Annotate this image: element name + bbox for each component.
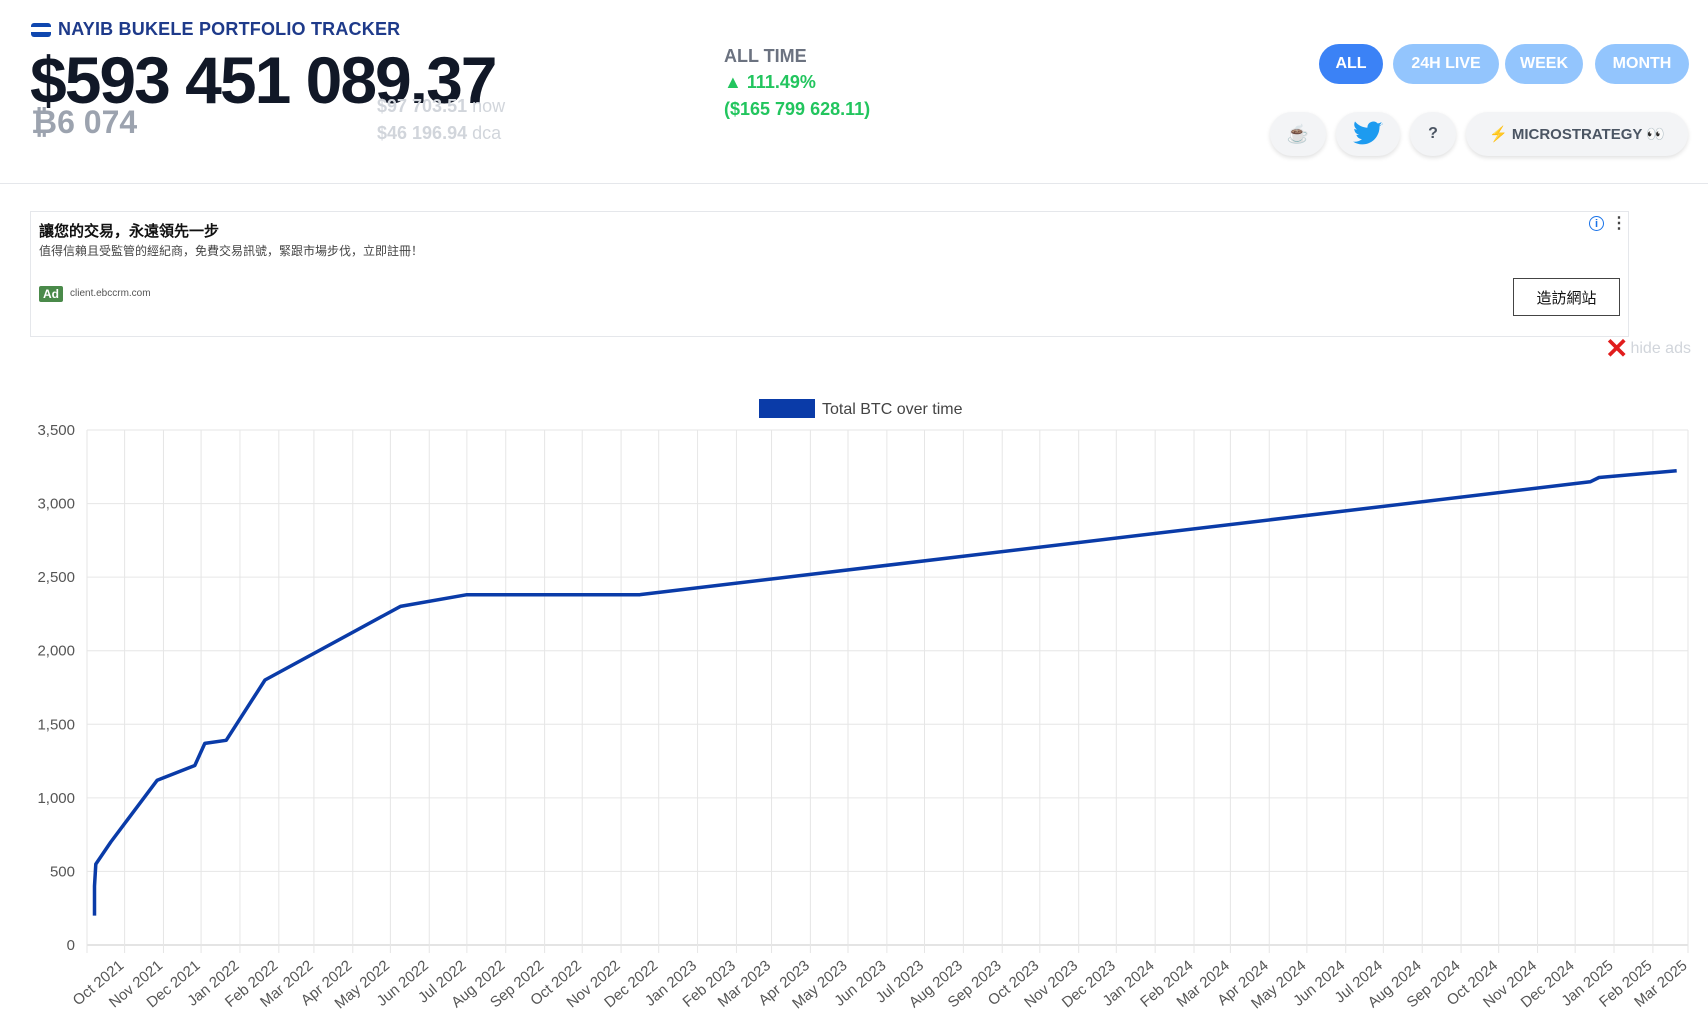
legend-label: Total BTC over time: [822, 401, 963, 418]
y-tick-label: 3,000: [37, 496, 75, 513]
price-now-label: now: [472, 96, 506, 116]
hide-ads-link[interactable]: ✕ hide ads: [1605, 333, 1691, 364]
price-dca: $46 196.94 dca: [377, 123, 501, 144]
coffee-button[interactable]: ☕: [1270, 112, 1326, 156]
price-dca-label: dca: [472, 123, 502, 143]
y-tick-label: 2,500: [37, 569, 75, 586]
range-24h-live-button[interactable]: 24H LIVE: [1393, 44, 1499, 84]
header: NAYIB BUKELE PORTFOLIO TRACKER $593 451 …: [0, 0, 1708, 184]
total-value: $593 451 089.37: [30, 43, 497, 117]
price-now: $97 703.51 now: [377, 96, 505, 117]
brand[interactable]: NAYIB BUKELE PORTFOLIO TRACKER: [31, 19, 400, 40]
btc-holdings: ₿6 074: [31, 104, 138, 140]
range-month-button[interactable]: MONTH: [1595, 44, 1689, 84]
vertical-dots-icon[interactable]: ⋮: [1611, 215, 1627, 232]
y-tick-label: 1,500: [37, 716, 75, 733]
help-button[interactable]: ?: [1410, 112, 1456, 156]
price-dca-value: $46 196.94: [377, 123, 468, 143]
el-salvador-flag-icon: [31, 22, 51, 37]
brand-title: NAYIB BUKELE PORTFOLIO TRACKER: [58, 19, 401, 39]
red-x-icon: ✕: [1605, 333, 1629, 364]
twitter-button[interactable]: [1336, 112, 1400, 156]
legend-swatch: [759, 399, 815, 418]
all-time-label: ALL TIME: [724, 46, 807, 66]
ad-title[interactable]: 讓您的交易，永遠領先一步: [39, 223, 220, 240]
price-now-value: $97 703.51: [377, 96, 468, 116]
ad-url[interactable]: client.ebccrm.com: [70, 288, 151, 299]
ad-banner[interactable]: 讓您的交易，永遠領先一步 值得信賴且受監管的經紀商，免費交易訊號，緊跟市場步伐，…: [30, 211, 1629, 337]
y-tick-label: 500: [50, 863, 75, 880]
range-all-button[interactable]: ALL: [1319, 44, 1383, 84]
twitter-bird-icon: [1353, 121, 1383, 145]
ad-description: 值得信賴且受監管的經紀商，免費交易訊號，緊跟市場步伐，立即註冊！: [39, 244, 424, 258]
range-week-button[interactable]: WEEK: [1505, 44, 1583, 84]
info-icon[interactable]: i: [1589, 216, 1604, 231]
microstrategy-button[interactable]: ⚡ MICROSTRATEGY 👀: [1466, 112, 1688, 156]
y-tick-label: 0: [67, 937, 75, 954]
all-time-percent: ▲ 111.49%: [724, 72, 816, 92]
question-mark-icon: ?: [1428, 125, 1438, 142]
series-line-total-btc: [92, 469, 1677, 916]
all-time-gain: ($165 799 628.11): [724, 99, 871, 119]
ad-badge: Ad: [39, 286, 63, 302]
y-tick-label: 3,500: [37, 422, 75, 439]
hide-ads-label: hide ads: [1630, 340, 1691, 357]
coffee-cup-icon: ☕: [1286, 123, 1310, 144]
y-tick-label: 2,000: [37, 643, 75, 660]
y-tick-label: 1,000: [37, 790, 75, 807]
ad-visit-button[interactable]: 造訪網站: [1513, 278, 1620, 316]
